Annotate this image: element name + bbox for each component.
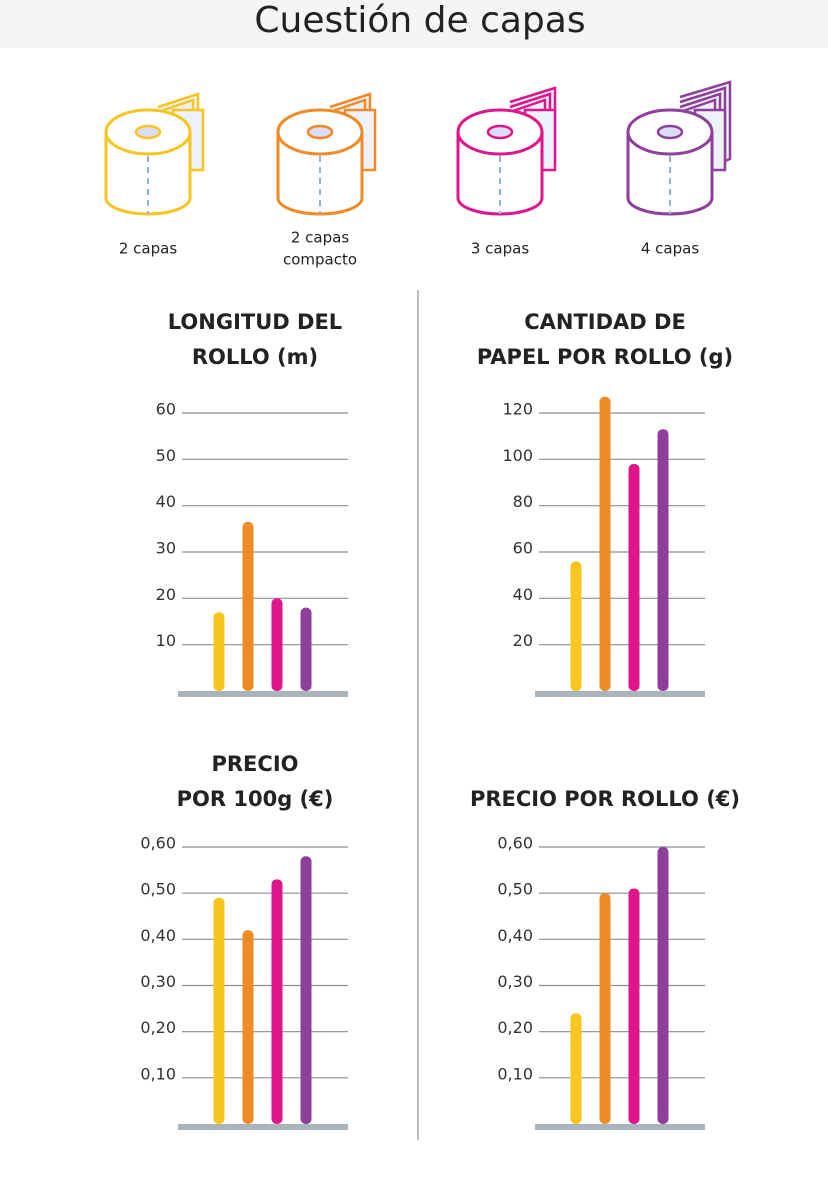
y-tick-label: 0,30 — [497, 972, 533, 991]
chart-title: POR 100g (€) — [177, 787, 334, 811]
bar — [570, 561, 582, 691]
bar — [599, 396, 611, 691]
y-tick-label: 60 — [156, 400, 176, 419]
bar — [628, 888, 640, 1124]
bar — [628, 463, 640, 691]
y-tick-label: 120 — [502, 400, 533, 419]
y-tick-label: 20 — [513, 631, 533, 650]
y-tick-label: 0,40 — [140, 926, 176, 945]
legend-label: 2 capas — [119, 240, 177, 258]
roll-core — [306, 124, 334, 140]
y-tick-label: 0,20 — [140, 1018, 176, 1037]
roll-core — [134, 124, 162, 140]
legend-label: 4 capas — [641, 240, 699, 258]
y-tick-label: 40 — [513, 585, 533, 604]
y-tick-label: 0,50 — [140, 880, 176, 899]
chart-title: PRECIO POR ROLLO (€) — [470, 787, 740, 811]
bar — [599, 893, 611, 1124]
bar — [213, 897, 225, 1124]
y-tick-label: 0,40 — [497, 926, 533, 945]
bar — [213, 612, 225, 691]
legend-label: 2 capas — [291, 229, 349, 247]
y-tick-label: 0,10 — [497, 1064, 533, 1083]
roll-core — [656, 124, 684, 140]
y-tick-label: 0,60 — [140, 834, 176, 853]
bar — [242, 930, 254, 1124]
y-tick-label: 80 — [513, 492, 533, 511]
axis-base — [178, 691, 348, 697]
y-tick-label: 0,30 — [140, 972, 176, 991]
y-tick-label: 20 — [156, 585, 176, 604]
bar — [570, 1013, 582, 1124]
chart-title: PAPEL POR ROLLO (g) — [477, 345, 733, 369]
chart-title: ROLLO (m) — [192, 345, 318, 369]
y-tick-label: 40 — [156, 492, 176, 511]
bar — [300, 607, 312, 691]
bar — [657, 847, 669, 1124]
bar — [271, 879, 283, 1124]
legend-label: compacto — [283, 251, 357, 269]
axis-base — [535, 1124, 705, 1130]
y-tick-label: 0,60 — [497, 834, 533, 853]
axis-base — [178, 1124, 348, 1130]
y-tick-label: 30 — [156, 539, 176, 558]
bar — [657, 429, 669, 691]
y-tick-label: 60 — [513, 539, 533, 558]
chart-title: LONGITUD DEL — [168, 310, 342, 334]
legend-label: 3 capas — [471, 240, 529, 258]
chart-title: CANTIDAD DE — [524, 310, 686, 334]
y-tick-label: 0,10 — [140, 1064, 176, 1083]
y-tick-label: 10 — [156, 631, 176, 650]
y-tick-label: 100 — [502, 446, 533, 465]
bar — [300, 856, 312, 1124]
bar — [242, 521, 254, 691]
bar — [271, 598, 283, 691]
chart-title: PRECIO — [212, 752, 299, 776]
y-tick-label: 50 — [156, 446, 176, 465]
roll-core — [486, 124, 514, 140]
axis-base — [535, 691, 705, 697]
y-tick-label: 0,50 — [497, 880, 533, 899]
y-tick-label: 0,20 — [497, 1018, 533, 1037]
page-title: Cuestión de capas — [254, 0, 585, 41]
header-band — [0, 0, 828, 48]
